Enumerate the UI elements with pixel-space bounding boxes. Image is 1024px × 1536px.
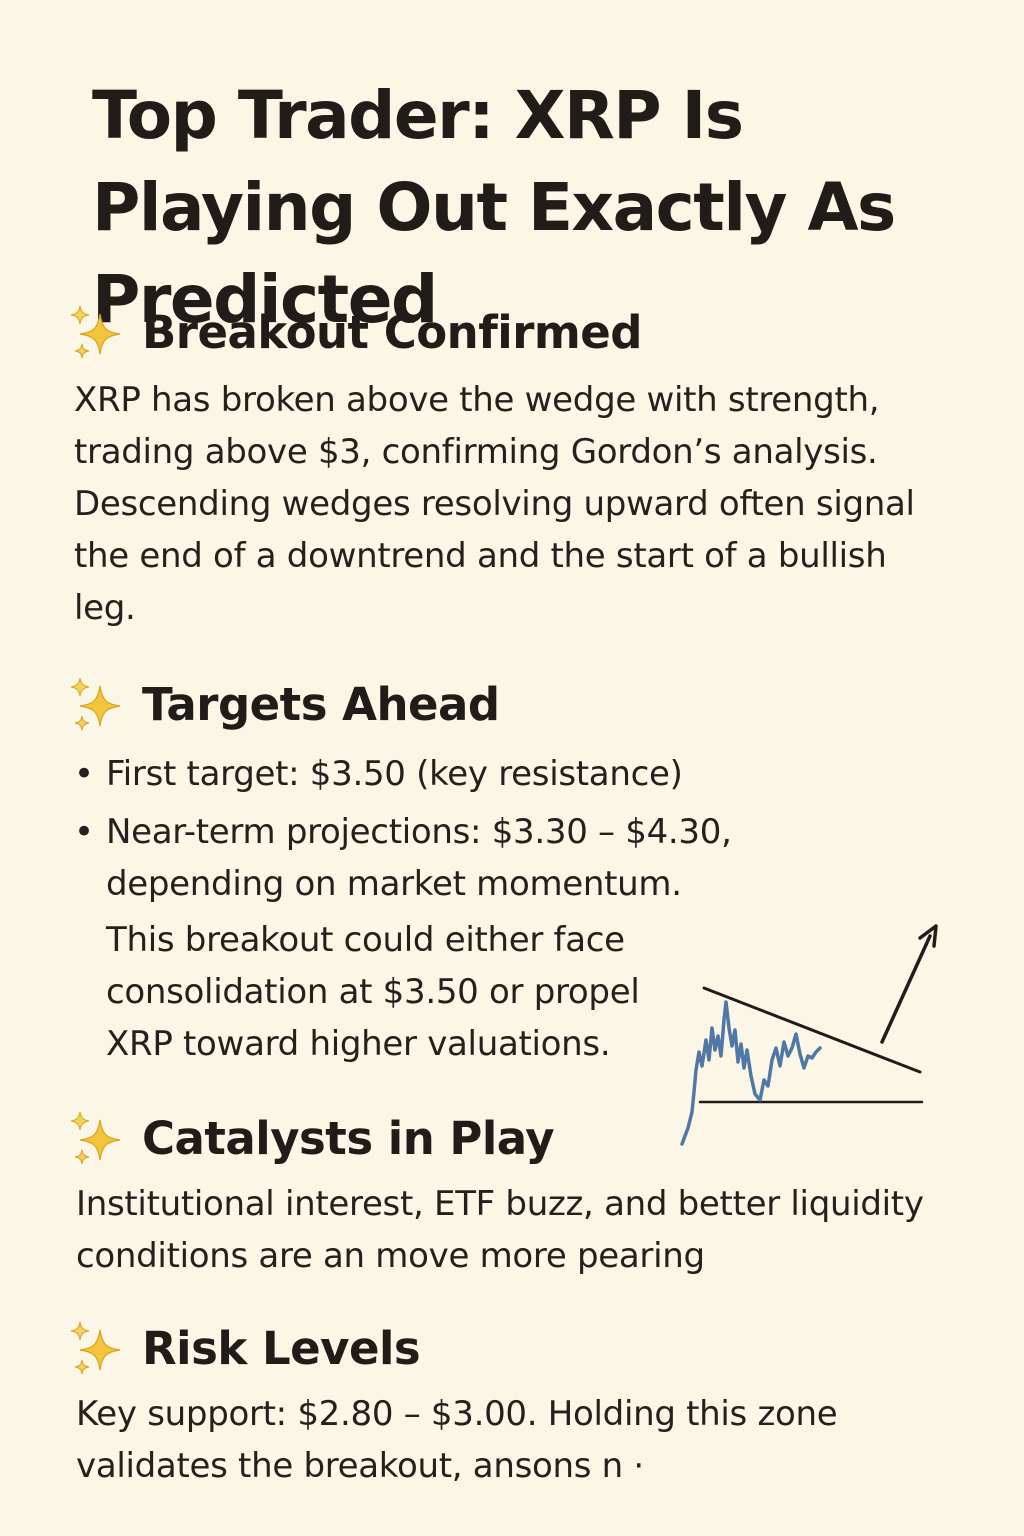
section-heading-risk: Risk Levels [66,1316,421,1380]
bullet-dot: • [74,812,94,852]
list-item: • Near-term projections: $3.30 – $4.30, … [74,806,774,910]
list-item-text: Near-term projections: $3.30 – $4.30, de… [106,812,732,904]
section-heading-text: Targets Ahead [142,677,500,731]
section-heading-text: Breakout Confirmed [142,305,643,359]
section-heading-catalysts: Catalysts in Play [66,1106,555,1170]
breakout-arrow-head [918,924,938,948]
targets-list: • First target: $3.50 (key resistance) •… [74,748,774,916]
section-body-breakout: XRP has broken above the wedge with stre… [74,380,915,628]
section-heading-text: Catalysts in Play [142,1111,555,1165]
breakout-arrow-shaft [880,934,932,1044]
sparkles-icon [70,1111,121,1165]
sparkles-icon [70,677,121,731]
price-line [680,1000,822,1146]
list-item-text: First target: $3.50 (key resistance) [106,754,683,794]
bullet-dot: • [74,754,94,794]
page-title: Top Trader: XRP Is Playing Out Exactly A… [92,77,896,338]
section-body-risk: Key support: $2.80 – $3.00. Holding this… [76,1394,838,1486]
sparkles-icon [70,305,121,359]
wedge-breakout-chart [680,924,938,1146]
section-body-catalysts: Institutional interest, ETF buzz, and be… [76,1184,924,1276]
sparkles-icon [70,1321,121,1375]
section-heading-targets: Targets Ahead [66,672,500,736]
section-heading-text: Risk Levels [142,1321,421,1375]
wedge-resistance-line [702,986,922,1074]
section-heading-breakout: Breakout Confirmed [66,300,643,364]
targets-note: This breakout could either face consolid… [106,920,640,1064]
list-item: • First target: $3.50 (key resistance) [74,748,774,800]
